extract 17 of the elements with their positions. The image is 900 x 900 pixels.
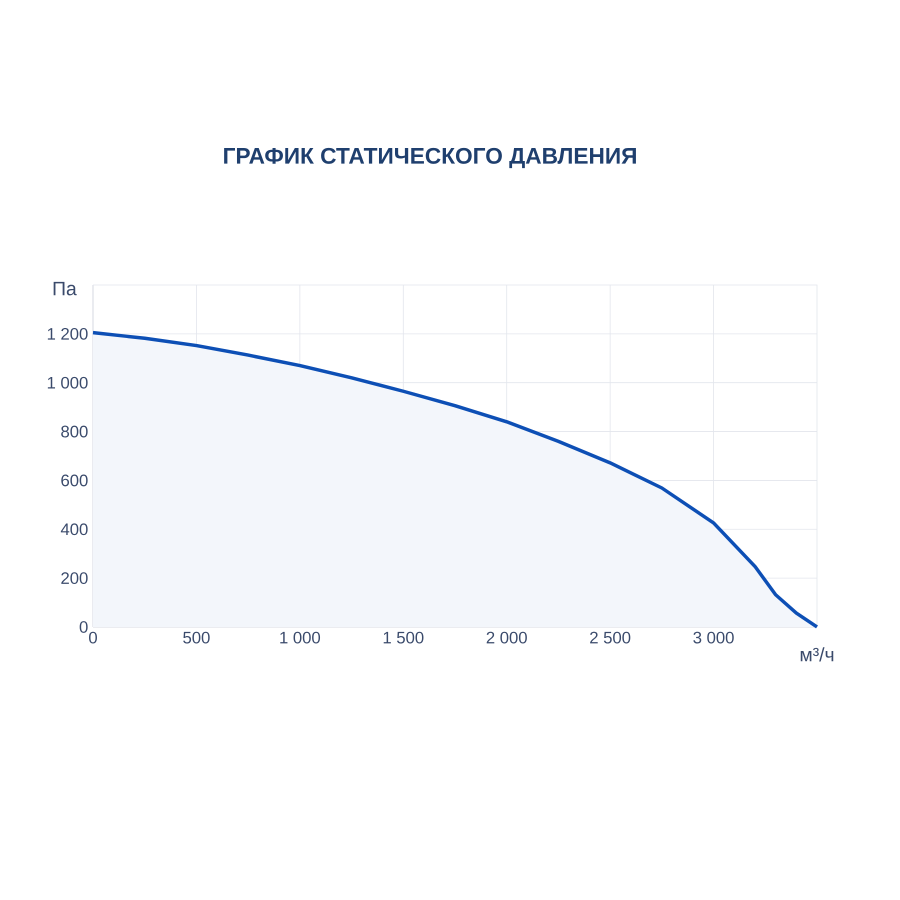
y-tick-label: 200 xyxy=(61,572,88,584)
x-tick-label: 3 000 xyxy=(693,632,734,644)
x-tick-label: 0 xyxy=(89,632,97,644)
y-tick-label: 400 xyxy=(60,523,88,536)
x-tick-label: 1 500 xyxy=(384,632,424,644)
y-tick-label: 800 xyxy=(61,426,88,438)
x-tick-label: 1 000 xyxy=(280,632,320,644)
x-tick-label: 2 000 xyxy=(486,632,527,644)
y-tick-label: 600 xyxy=(61,474,88,486)
y-tick-label: 0 xyxy=(80,621,88,633)
x-axis-title: м³/ч xyxy=(800,647,834,662)
y-tick-label: 1 200 xyxy=(48,328,88,340)
x-tick-label: 500 xyxy=(183,632,210,644)
y-axis-title: Па xyxy=(54,282,77,296)
chart-title: ГРАФИК СТАТИЧЕСКОГО ДАВЛЕНИЯ xyxy=(224,148,636,168)
y-tick-label: 1 000 xyxy=(48,376,88,389)
x-tick-label: 2 500 xyxy=(590,632,630,644)
